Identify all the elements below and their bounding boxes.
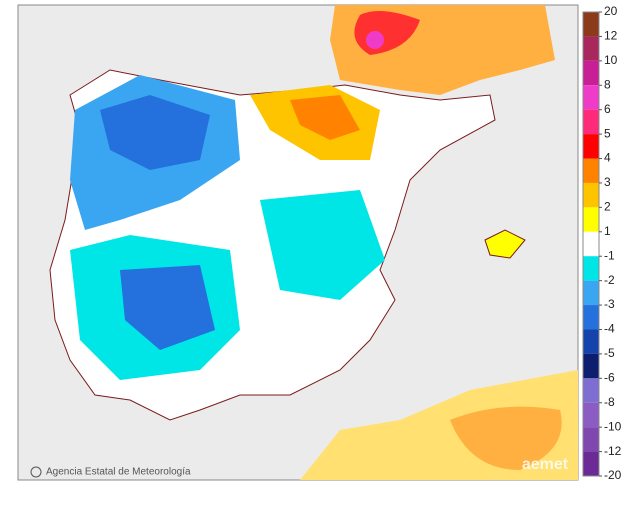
legend-label: 2 xyxy=(604,200,611,214)
legend-label: 10 xyxy=(604,53,618,67)
legend-swatch xyxy=(583,353,599,379)
legend-swatch xyxy=(583,305,599,330)
legend-label: -1 xyxy=(604,248,615,262)
legend-swatch xyxy=(583,427,599,452)
legend-swatch xyxy=(583,60,599,86)
legend-swatch xyxy=(583,182,599,208)
legend-swatch xyxy=(583,329,599,354)
watermark: aemet xyxy=(522,456,569,473)
legend-swatch xyxy=(583,109,599,135)
legend-label: -6 xyxy=(604,370,615,384)
legend-swatch xyxy=(583,402,599,428)
warm-area xyxy=(450,406,562,470)
legend-label: -4 xyxy=(604,322,615,336)
legend-swatch xyxy=(583,280,599,306)
legend-swatch xyxy=(583,85,599,110)
legend-label: -10 xyxy=(604,419,622,433)
legend-label: 12 xyxy=(604,29,618,43)
legend-swatch xyxy=(583,207,599,232)
legend-swatch xyxy=(583,378,599,403)
copyright-icon xyxy=(30,466,42,478)
cold-area xyxy=(260,190,385,300)
legend-swatch xyxy=(583,134,599,159)
legend-label: -12 xyxy=(604,444,622,458)
legend-label: 6 xyxy=(604,102,611,116)
legend-label: 20 xyxy=(604,4,618,18)
legend-swatch xyxy=(583,158,599,183)
legend-label: 4 xyxy=(604,151,611,165)
island xyxy=(484,229,526,259)
legend-swatch xyxy=(583,12,599,37)
legend-label: -20 xyxy=(604,468,622,482)
legend-swatch xyxy=(583,451,599,476)
legend-swatch xyxy=(583,231,599,257)
legend-label: 3 xyxy=(604,175,611,189)
warm-area xyxy=(290,95,360,140)
legend-label: -3 xyxy=(604,297,615,311)
legend-label: 1 xyxy=(604,224,611,238)
cold-area xyxy=(100,95,210,170)
legend-label: -8 xyxy=(604,395,615,409)
legend-label: -5 xyxy=(604,346,615,360)
legend-swatch xyxy=(583,36,599,61)
legend-swatch xyxy=(583,256,599,281)
cold-area xyxy=(120,265,215,350)
credit: Agencia Estatal de Meteorología xyxy=(46,467,191,478)
legend-frame xyxy=(582,11,600,477)
legend-label: -2 xyxy=(604,273,615,287)
legend-label: 5 xyxy=(604,126,611,140)
legend-label: 8 xyxy=(604,77,611,91)
warm-spot xyxy=(366,31,384,49)
